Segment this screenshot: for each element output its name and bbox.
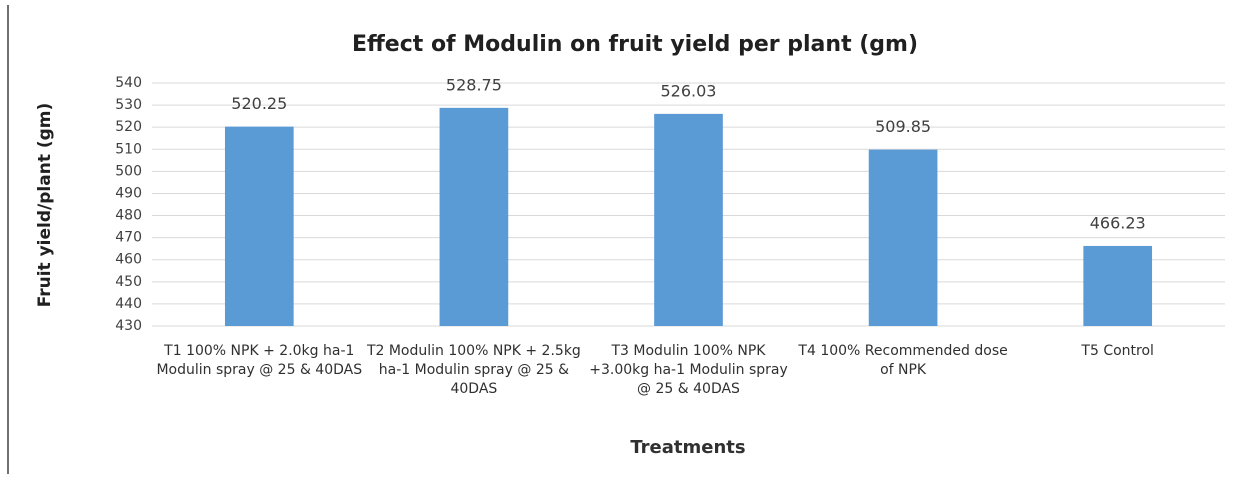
y-tick-label: 510 [115, 141, 142, 157]
x-tick-label: T5 Control [1081, 343, 1154, 359]
x-axis-title: Treatments [630, 437, 745, 458]
y-tick-label: 450 [115, 274, 142, 290]
bar [654, 113, 723, 327]
y-axis-title: Fruit yield/plant (gm) [35, 103, 55, 308]
y-tick-label: 540 [115, 75, 142, 91]
data-label: 466.23 [1090, 213, 1146, 232]
y-tick-label: 530 [115, 97, 142, 113]
data-label: 528.75 [446, 75, 502, 94]
bar [224, 126, 294, 326]
y-tick-label: 470 [115, 230, 142, 246]
y-tick-label: 480 [115, 208, 142, 224]
data-label: 526.03 [661, 81, 717, 100]
bar [868, 149, 938, 326]
y-tick-label: 460 [115, 252, 142, 268]
data-label: 509.85 [875, 117, 931, 136]
y-tick-label: 500 [115, 163, 142, 179]
bar [439, 107, 509, 327]
y-tick-label: 490 [115, 185, 142, 201]
data-label: 520.25 [231, 94, 287, 113]
bar [1083, 245, 1153, 326]
x-tick-label: T1 100% NPK + 2.0kg ha-1 Modulin spray @… [156, 343, 363, 378]
x-tick-label: T4 100% Recommended dose of NPK [798, 343, 1008, 378]
x-tick-label: T3 Modulin 100% NPK +3.00kg ha-1 Modulin… [589, 343, 788, 397]
y-tick-label: 440 [115, 296, 142, 312]
x-tick-label: T2 Modulin 100% NPK + 2.5kg ha-1 Modulin… [366, 343, 581, 397]
y-tick-label: 430 [115, 318, 142, 334]
y-tick-label: 520 [115, 119, 142, 135]
chart-title: Effect of Modulin on fruit yield per pla… [352, 32, 918, 57]
